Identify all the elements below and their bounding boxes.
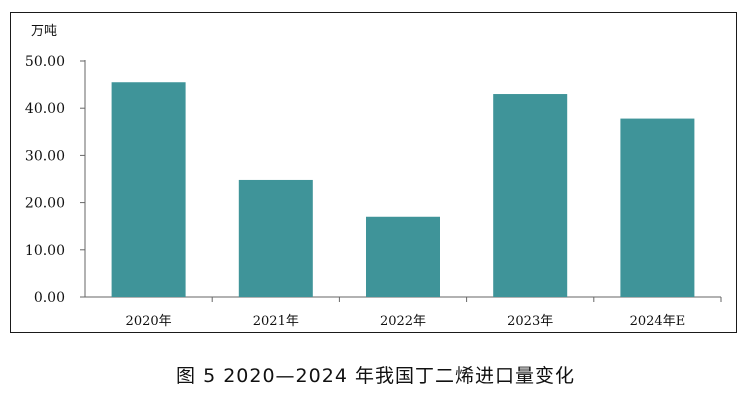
chart-frame xyxy=(10,12,737,333)
x-tick-label: 2022年 xyxy=(380,314,426,329)
x-tick-label: 2023年 xyxy=(507,314,553,329)
y-axis-ticks: 0.00 10.00 20.00 30.00 40.00 50.00 xyxy=(25,54,85,306)
bar-0 xyxy=(111,82,186,298)
y-tick-label: 10.00 xyxy=(25,243,65,259)
y-tick-label: 0.00 xyxy=(34,290,65,306)
y-tick-label: 50.00 xyxy=(25,54,65,70)
x-tick-label: 2020年 xyxy=(126,314,172,329)
bar-1 xyxy=(238,179,313,297)
bar-2 xyxy=(366,216,440,297)
bar-3 xyxy=(493,94,568,297)
figure-caption: 图 5 2020—2024 年我国丁二烯进口量变化 xyxy=(176,365,575,387)
y-tick-label: 30.00 xyxy=(25,148,65,164)
y-tick-label: 40.00 xyxy=(25,101,65,117)
y-axis-unit-label: 万吨 xyxy=(31,24,57,39)
bars-group xyxy=(111,82,695,298)
x-axis-labels: 2020年 2021年 2022年 2023年 2024年E xyxy=(126,297,722,329)
x-tick-label: 2021年 xyxy=(253,314,299,329)
y-tick-label: 20.00 xyxy=(25,196,65,212)
bar-4 xyxy=(620,118,695,297)
x-tick-label: 2024年E xyxy=(630,314,686,329)
